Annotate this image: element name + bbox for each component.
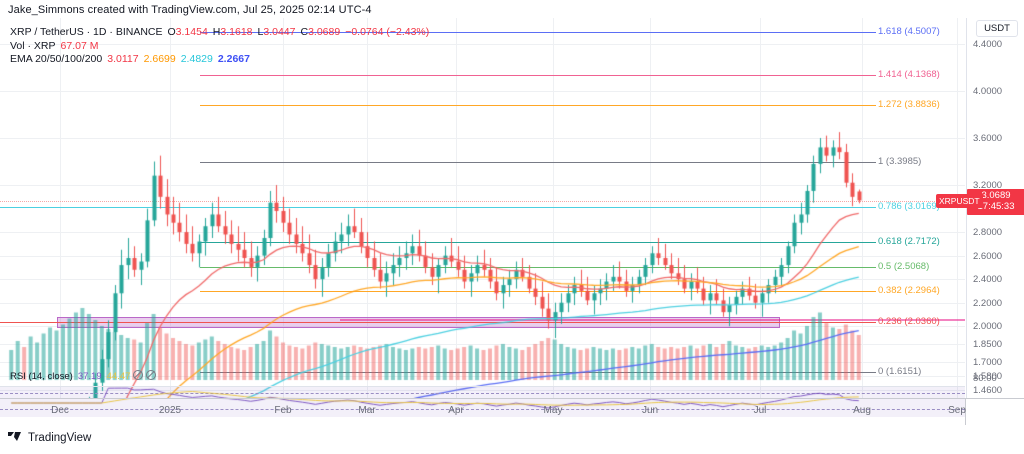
time-tick: Dec — [51, 405, 69, 416]
legend-low-label: L — [257, 26, 264, 38]
legend-ema-label[interactable]: EMA 20/50/100/200 — [10, 53, 103, 65]
price-tick: 1.5800 — [973, 370, 1003, 382]
legend-ema100-value: 2.4829 — [180, 53, 213, 65]
time-tick: Aug — [853, 405, 871, 416]
hide-indicator-icon-2[interactable] — [146, 370, 157, 380]
rsi-band-tick: 80.00 — [973, 373, 997, 384]
rsi-value: 37.19 — [77, 371, 102, 382]
price-tick: 1.8500 — [973, 338, 1003, 350]
price-tick: 2.0000 — [973, 321, 1003, 333]
countdown-value: 17:45:33 — [977, 201, 1015, 212]
hide-indicator-icon[interactable] — [133, 370, 144, 380]
legend-high-label: H — [212, 26, 221, 38]
legend-ema-row: EMA 20/50/100/200 3.0117 2.6699 2.4829 2… — [10, 53, 429, 67]
price-tick: 1.7000 — [973, 356, 1003, 368]
price-tick: 2.6000 — [973, 250, 1003, 262]
footer-branding: TradingView — [8, 431, 91, 445]
price-tick: 2.8000 — [973, 227, 1003, 239]
time-tick: May — [543, 405, 563, 416]
price-axis[interactable]: USDT 4.4000 4.0000 3.6000 3.2000 2.8000 2.600… — [966, 18, 1024, 398]
rsi-legend: RSI (14, close) 37.19 44.47 — [10, 370, 157, 382]
price-tick: 2.4000 — [973, 274, 1003, 286]
legend-change-value: −0.0764 (−2.43%) — [345, 26, 430, 38]
legend-symbol[interactable]: XRP / TetherUS · 1D · BINANCE — [10, 26, 163, 38]
legend-low-value: 3.0447 — [263, 26, 296, 38]
rsi-ma-value: 44.47 — [106, 371, 131, 382]
time-tick: Feb — [274, 405, 292, 416]
legend-ema20-value: 3.0117 — [107, 53, 139, 65]
legend-ema200-value: 2.2667 — [217, 53, 250, 65]
rsi-canvas — [0, 386, 965, 416]
legend-close-label: C — [300, 26, 309, 38]
current-price-value: 3.0689 — [981, 189, 1011, 201]
price-tick: 3.6000 — [973, 133, 1003, 144]
legend-ema50-value: 2.6699 — [143, 53, 176, 65]
time-tick: Jun — [641, 405, 659, 416]
candlestick-canvas — [0, 18, 965, 398]
legend-volume-value: 67.07 M — [60, 39, 99, 52]
legend-high-value: 3.1618 — [220, 26, 253, 38]
tradingview-logo-icon — [8, 431, 23, 445]
currency-pill: USDT — [976, 20, 1018, 37]
price-tick: 1.4600 — [973, 384, 1003, 396]
attribution-text: Jake_Simmons created with TradingView.co… — [8, 4, 372, 16]
price-tick: 4.4000 — [973, 38, 1003, 50]
axis-separator — [965, 399, 966, 425]
time-tick: Jul — [753, 405, 767, 416]
price-tick: 3.2000 — [973, 180, 1003, 192]
price-tick: 2.2000 — [973, 297, 1003, 309]
legend-volume-row: Vol · XRP 67.07 M — [10, 40, 429, 54]
legend-open-label: O — [167, 26, 176, 38]
time-tick: 2025 — [158, 405, 182, 416]
rsi-label[interactable]: RSI (14, close) — [10, 371, 73, 382]
symbol-price-tag: XRPUSDT — [936, 193, 983, 208]
tv-glyph — [8, 432, 21, 441]
tradingview-wordmark: TradingView — [28, 432, 92, 444]
chart-plot-area[interactable]: 1.618 (4.5007)1.414 (4.1368)1.272 (3.883… — [0, 18, 965, 417]
legend-volume-label[interactable]: Vol · XRP — [10, 39, 56, 52]
legend-close-value: 3.0689 — [308, 26, 341, 38]
time-tick: Apr — [448, 405, 464, 416]
time-tick: Sep — [948, 405, 966, 416]
time-tick: Mar — [358, 405, 376, 416]
time-axis[interactable]: Dec 2025 Feb Mar Apr May Jun Jul Aug Sep — [0, 398, 1024, 425]
legend-open-value: 3.1454 — [175, 26, 208, 38]
price-tick: 4.0000 — [973, 85, 1003, 97]
